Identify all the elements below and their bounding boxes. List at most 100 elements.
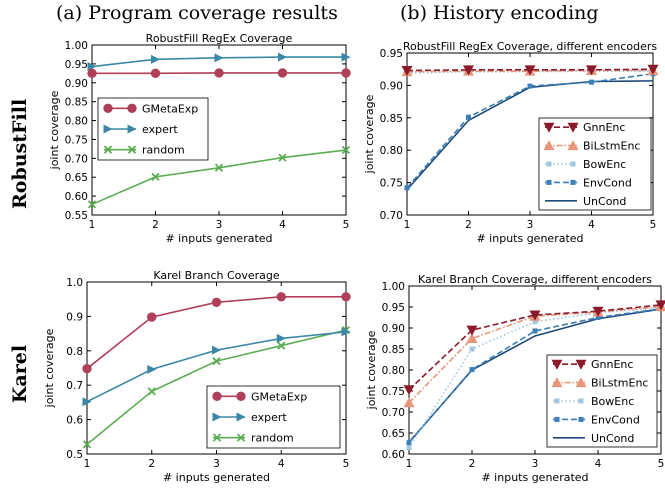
- y-tick-label: 0.9: [66, 311, 83, 323]
- y-tick-label: 0.65: [65, 172, 88, 184]
- legend-marker-expert: [236, 412, 246, 422]
- data-point-expert: [341, 327, 351, 337]
- data-point-GnnEnc: [524, 65, 536, 76]
- y-tick-label: 0.95: [380, 48, 403, 60]
- y-tick-label: 0.70: [382, 407, 405, 419]
- legend-marker-EnvCond: [570, 179, 576, 185]
- legend-marker-BiLstmEnc: [575, 377, 587, 388]
- x-tick-label: 5: [343, 219, 350, 231]
- series-group: [87, 52, 351, 209]
- x-tick-label: 2: [148, 458, 155, 470]
- legend-marker-BowEnc: [546, 161, 552, 167]
- legend-marker-GnnEnc: [567, 122, 579, 133]
- legend: GMetaExp expert random: [206, 385, 341, 449]
- data-point-GnnEnc: [401, 65, 413, 76]
- data-point-random: [87, 200, 97, 209]
- x-axis-label: # inputs generated: [165, 232, 272, 245]
- chart-panel-1: RobustFill RegEx Coverage, different enc…: [363, 40, 659, 245]
- legend-marker-random: [127, 145, 137, 154]
- data-point-random: [214, 163, 224, 172]
- data-point-EnvCond: [404, 185, 410, 191]
- x-tick-label: 1: [89, 219, 96, 231]
- y-tick-label: 0.90: [382, 323, 405, 335]
- legend-marker-GnnEnc: [543, 122, 555, 133]
- x-tick-label: 1: [404, 219, 411, 231]
- data-point-GMetaExp: [341, 68, 351, 78]
- legend-label-EnvCond: EnvCond: [583, 176, 632, 189]
- legend-marker-GMetaExp: [127, 103, 137, 114]
- x-tick-label: 4: [279, 219, 286, 231]
- data-point-expert: [147, 364, 157, 374]
- legend-marker-expert: [103, 124, 113, 134]
- legend-marker-EnvCond: [546, 179, 552, 185]
- x-axis-label: # inputs generated: [481, 471, 588, 484]
- x-tick-label: 1: [406, 458, 413, 470]
- data-point-random: [212, 356, 221, 366]
- column-title-b: (b) History encoding: [400, 2, 599, 24]
- y-tick-label: 1.0: [66, 277, 83, 289]
- chart-panel-3: Karel Branch Coverage, different encoder…: [365, 273, 665, 484]
- data-point-EnvCond: [532, 328, 538, 334]
- data-point-GMetaExp: [147, 312, 157, 322]
- y-tick-label: 0.8: [66, 346, 83, 358]
- data-point-EnvCond: [466, 114, 471, 120]
- column-title-a: (a) Program coverage results: [56, 2, 338, 24]
- y-tick-label: 0.60: [65, 191, 88, 203]
- data-point-BiLstmEnc: [403, 397, 415, 408]
- x-tick-label: 4: [278, 458, 285, 470]
- x-axis-label: # inputs generated: [163, 471, 270, 484]
- legend-marker-GMetaExp: [236, 391, 246, 402]
- plot-title: RobustFill RegEx Coverage: [146, 32, 293, 45]
- legend-label-BiLstmEnc: BiLstmEnc: [591, 377, 648, 390]
- data-point-expert: [151, 54, 160, 64]
- data-point-expert: [212, 345, 221, 355]
- data-point-GnnEnc: [466, 325, 478, 336]
- x-tick-label: 2: [152, 219, 159, 231]
- data-point-BowEnc: [469, 346, 475, 352]
- data-point-GnnEnc: [529, 310, 541, 321]
- x-tick-label: 2: [469, 458, 476, 470]
- legend-marker-random: [212, 433, 222, 442]
- chart-panel-0: RobustFill RegEx Coverage 0.55 0.60 0.65 0.7…: [48, 32, 351, 245]
- y-tick-label: 0.85: [382, 344, 405, 356]
- x-tick-label: 1: [84, 458, 91, 470]
- legend-label-GMetaExp: GMetaExp: [251, 390, 307, 403]
- legend-marker-BiLstmEnc: [567, 140, 579, 151]
- legend-label-expert: expert: [142, 123, 178, 136]
- data-point-GMetaExp: [277, 68, 288, 78]
- data-point-random: [147, 387, 156, 396]
- legend-marker-GMetaExp: [103, 103, 113, 114]
- data-point-expert: [82, 397, 92, 407]
- data-point-GMetaExp: [82, 363, 92, 374]
- x-tick-label: 5: [658, 458, 665, 470]
- y-tick-label: 1.00: [382, 281, 405, 293]
- legend-label-GnnEnc: GnnEnc: [583, 121, 625, 134]
- y-tick-label: 0.95: [382, 302, 405, 314]
- x-tick-label: 5: [650, 219, 657, 231]
- x-tick-label: 4: [595, 458, 602, 470]
- y-tick-label: 0.75: [382, 386, 405, 398]
- legend: GnnEnc BiLstmEnc BowEnc EnvCond UnCond: [538, 117, 652, 211]
- y-tick-label: 0.80: [382, 365, 405, 377]
- data-point-random: [277, 341, 286, 350]
- data-point-expert: [278, 52, 287, 62]
- y-tick-label: 0.7: [66, 380, 83, 392]
- data-point-random: [82, 440, 92, 449]
- legend-label-EnvCond: EnvCond: [591, 413, 640, 426]
- y-tick-label: 0.75: [65, 134, 88, 146]
- x-tick-label: 3: [527, 219, 534, 231]
- data-point-GnnEnc: [655, 300, 665, 311]
- legend-marker-BowEnc: [554, 398, 560, 404]
- legend-label-UnCond: UnCond: [583, 195, 626, 208]
- y-tick-label: 0.5: [66, 449, 83, 461]
- y-tick-label: 0.65: [382, 428, 405, 440]
- y-tick-label: 0.75: [380, 178, 403, 190]
- x-tick-label: 2: [465, 219, 472, 231]
- y-axis-label: joint coverage: [48, 90, 61, 170]
- plot-title: Karel Branch Coverage: [153, 269, 280, 282]
- data-point-GnnEnc: [647, 64, 659, 75]
- x-tick-label: 3: [532, 458, 539, 470]
- y-tick-label: 0.90: [65, 78, 88, 90]
- series-group: [403, 300, 665, 451]
- y-tick-label: 0.70: [65, 153, 88, 165]
